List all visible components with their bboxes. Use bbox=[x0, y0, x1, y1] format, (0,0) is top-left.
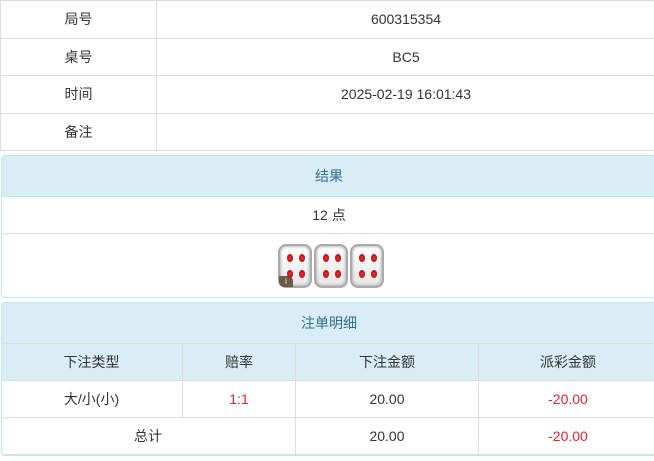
bet-payout: -20.00 bbox=[478, 380, 654, 418]
die-pip bbox=[359, 253, 365, 262]
remark-label: 备注 bbox=[0, 112, 157, 151]
die-pip bbox=[323, 253, 329, 262]
total-label: 总计 bbox=[2, 417, 296, 455]
die-pip bbox=[371, 253, 377, 262]
die-icon bbox=[350, 243, 384, 288]
die-pip bbox=[299, 269, 305, 278]
die-pip bbox=[299, 253, 305, 262]
die-pip bbox=[287, 253, 293, 262]
die-pip bbox=[335, 269, 341, 278]
header-payout: 派彩金额 bbox=[478, 343, 654, 381]
time-label: 时间 bbox=[0, 75, 157, 114]
die-pip bbox=[359, 269, 365, 278]
bet-type: 大/小(小) bbox=[2, 380, 183, 418]
total-payout: -20.00 bbox=[478, 417, 654, 455]
die-icon bbox=[314, 243, 348, 288]
table-value: BC5 bbox=[156, 37, 654, 76]
die-pip bbox=[323, 269, 329, 278]
table-row: 大/小(小) 1:1 20.00 -20.00 bbox=[2, 380, 654, 418]
header-bet-type: 下注类型 bbox=[2, 343, 183, 381]
remark-value bbox=[156, 112, 654, 151]
die-pip bbox=[287, 269, 293, 278]
bet-amount: 20.00 bbox=[295, 380, 479, 418]
time-value: 2025-02-19 16:01:43 bbox=[156, 75, 654, 114]
header-bet-amount: 下注金额 bbox=[295, 343, 479, 381]
result-points: 12 点 bbox=[2, 197, 654, 234]
info-row-round: 局号 600315354 bbox=[0, 0, 654, 39]
header-odds: 赔率 bbox=[182, 343, 296, 381]
total-row: 总计 20.00 -20.00 bbox=[2, 417, 654, 455]
result-title: 结果 bbox=[2, 156, 654, 197]
bet-header-row: 下注类型 赔率 下注金额 派彩金额 bbox=[2, 343, 654, 381]
die-icon: i bbox=[278, 243, 312, 288]
round-value: 600315354 bbox=[156, 0, 654, 39]
bet-details-panel: 注单明细 下注类型 赔率 下注金额 派彩金额 大/小(小) 1:1 20.00 … bbox=[1, 302, 654, 456]
dice-container: i bbox=[2, 234, 654, 297]
info-row-table: 桌号 BC5 bbox=[0, 37, 654, 76]
info-badge-icon[interactable]: i bbox=[279, 275, 293, 287]
round-label: 局号 bbox=[0, 0, 157, 39]
info-row-time: 时间 2025-02-19 16:01:43 bbox=[0, 75, 654, 114]
die-pip bbox=[371, 269, 377, 278]
info-row-remark: 备注 bbox=[0, 112, 654, 151]
bet-odds: 1:1 bbox=[182, 380, 296, 418]
result-panel: 结果 12 点 i bbox=[1, 155, 654, 298]
bet-details-title: 注单明细 bbox=[2, 303, 654, 344]
total-amount: 20.00 bbox=[295, 417, 479, 455]
die-pip bbox=[335, 253, 341, 262]
round-info-table: 局号 600315354 桌号 BC5 时间 2025-02-19 16:01:43 … bbox=[0, 0, 654, 151]
bet-details-table: 下注类型 赔率 下注金额 派彩金额 大/小(小) 1:1 20.00 -20.0… bbox=[2, 343, 654, 455]
table-label: 桌号 bbox=[0, 37, 157, 76]
